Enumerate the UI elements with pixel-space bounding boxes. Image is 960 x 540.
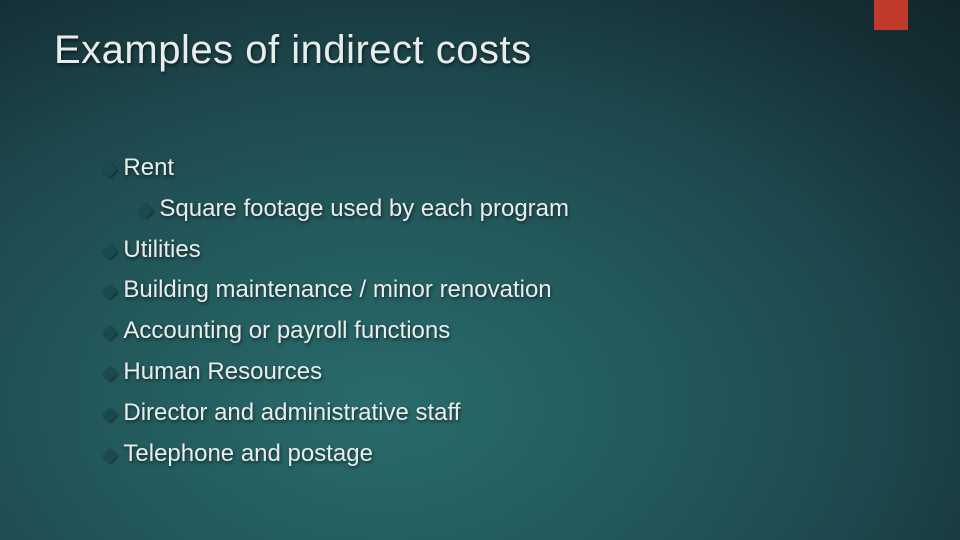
list-item-text: Director and administrative staff — [123, 396, 460, 431]
list-item: ◆ Human Resources — [102, 355, 906, 390]
list-item-text: Human Resources — [123, 355, 322, 390]
list-item: ◆ Rent — [102, 151, 906, 186]
list-item: ◆ Building maintenance / minor renovatio… — [102, 273, 906, 308]
list-item: ◆ Utilities — [102, 233, 906, 268]
list-item-text: Square footage used by each program — [159, 192, 569, 227]
slide-title: Examples of indirect costs — [54, 28, 906, 73]
list-item: ◆ Accounting or payroll functions — [102, 314, 906, 349]
slide: Examples of indirect costs ◆ Rent ◆ Squa… — [0, 0, 960, 540]
list-item-text: Utilities — [123, 233, 200, 268]
diamond-bullet-icon: ◆ — [102, 359, 117, 388]
diamond-bullet-icon: ◆ — [102, 237, 117, 266]
list-item: ◆ Director and administrative staff — [102, 396, 906, 431]
list-item-text: Rent — [123, 151, 174, 186]
list-item-text: Telephone and postage — [123, 437, 373, 472]
diamond-bullet-icon: ◆ — [138, 196, 153, 225]
diamond-bullet-icon: ◆ — [102, 318, 117, 347]
list-item: ◆ Square footage used by each program — [102, 192, 906, 227]
list-item: ◆ Telephone and postage — [102, 437, 906, 472]
list-item-text: Building maintenance / minor renovation — [123, 273, 551, 308]
diamond-bullet-icon: ◆ — [102, 155, 117, 184]
diamond-bullet-icon: ◆ — [102, 441, 117, 470]
list-item-text: Accounting or payroll functions — [123, 314, 450, 349]
bullet-list: ◆ Rent ◆ Square footage used by each pro… — [54, 151, 906, 471]
diamond-bullet-icon: ◆ — [102, 277, 117, 306]
diamond-bullet-icon: ◆ — [102, 400, 117, 429]
